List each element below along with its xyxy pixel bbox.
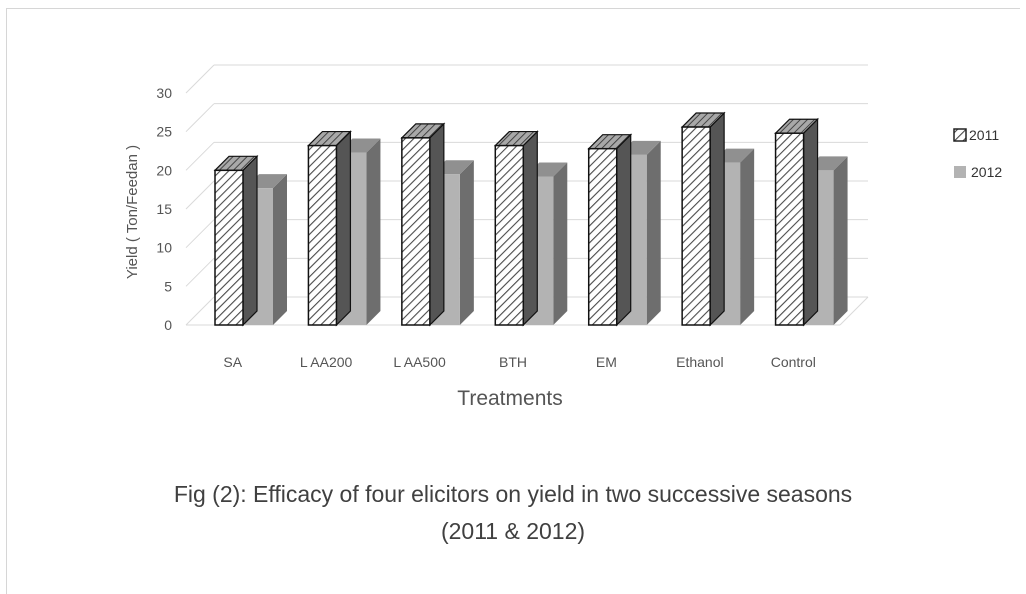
x-tick-label: L AA500 (393, 354, 446, 370)
legend: 2011 2012 (953, 127, 1002, 180)
figure-caption-line-2: (2011 & 2012) (440, 518, 586, 544)
x-tick-label: Ethanol (676, 354, 723, 370)
bar-2011-em (587, 133, 633, 327)
x-tick-label: SA (223, 354, 242, 370)
y-tick-label: 20 (156, 162, 172, 178)
bar-side (740, 148, 755, 325)
y-tick-label: 15 (156, 201, 172, 217)
x-tick-label: L AA200 (300, 354, 353, 370)
legend-swatch-2011 (953, 128, 967, 142)
gridline-diagonal (185, 141, 215, 171)
y-tick-label: 30 (156, 85, 172, 101)
bar-side (553, 162, 568, 325)
gridline-diagonal (185, 180, 215, 210)
bar-side (522, 130, 538, 327)
bar-2011-l-aa500 (400, 122, 446, 327)
bar-side (273, 174, 287, 325)
bar-front (401, 137, 431, 326)
legend-label-2011: 2011 (969, 127, 999, 143)
x-tick-label: Control (771, 354, 816, 370)
gridline-diagonal (185, 257, 215, 287)
bar-side (429, 122, 445, 327)
y-axis-ticks: 0 5 10 15 20 25 30 (156, 85, 172, 333)
x-tick-label: BTH (499, 354, 527, 370)
floor-edge (839, 296, 869, 326)
bar-front (494, 144, 525, 326)
legend-label-2012: 2012 (971, 164, 1002, 180)
bar-side (833, 156, 848, 325)
bar-2011-control (774, 117, 820, 327)
bar-front (587, 147, 618, 326)
gridline-diagonal (185, 103, 215, 133)
bar-2011-sa (213, 154, 259, 327)
y-axis-title: Yield ( Ton/Feedan ) (124, 145, 141, 279)
bar-side (709, 111, 725, 327)
x-tick-label: EM (596, 354, 617, 370)
figure-caption-line-1: Fig (2): Efficacy of four elicitors on y… (173, 481, 853, 507)
bar-2011-l-aa200 (306, 130, 352, 327)
bar-2011-ethanol (680, 111, 726, 327)
bar-side (242, 154, 258, 327)
x-axis-ticks: SA L AA200 L AA500 BTH EM Ethanol Control (223, 354, 815, 370)
bar-front (774, 132, 805, 326)
bar-front (214, 169, 244, 326)
bar-side (459, 160, 474, 325)
x-axis-title: Treatments (457, 387, 562, 410)
gridline-diagonal (185, 64, 215, 94)
bar-front (307, 144, 338, 326)
y-tick-label: 25 (156, 124, 172, 140)
y-tick-label: 5 (164, 278, 172, 294)
bar-2011-bth (493, 130, 539, 327)
y-tick-label: 10 (156, 240, 172, 256)
gridline-diagonal (185, 219, 215, 249)
bar-side (802, 117, 819, 327)
chart-frame (6, 8, 1020, 594)
bar-side (616, 133, 632, 327)
bar-side (366, 138, 381, 325)
y-tick-label: 0 (164, 317, 172, 333)
bar-side (335, 130, 352, 327)
legend-swatch-2012 (954, 166, 966, 178)
bars (213, 111, 848, 327)
bar-side (646, 140, 661, 325)
gridline-diagonal (185, 296, 215, 326)
bar-front (681, 126, 711, 326)
